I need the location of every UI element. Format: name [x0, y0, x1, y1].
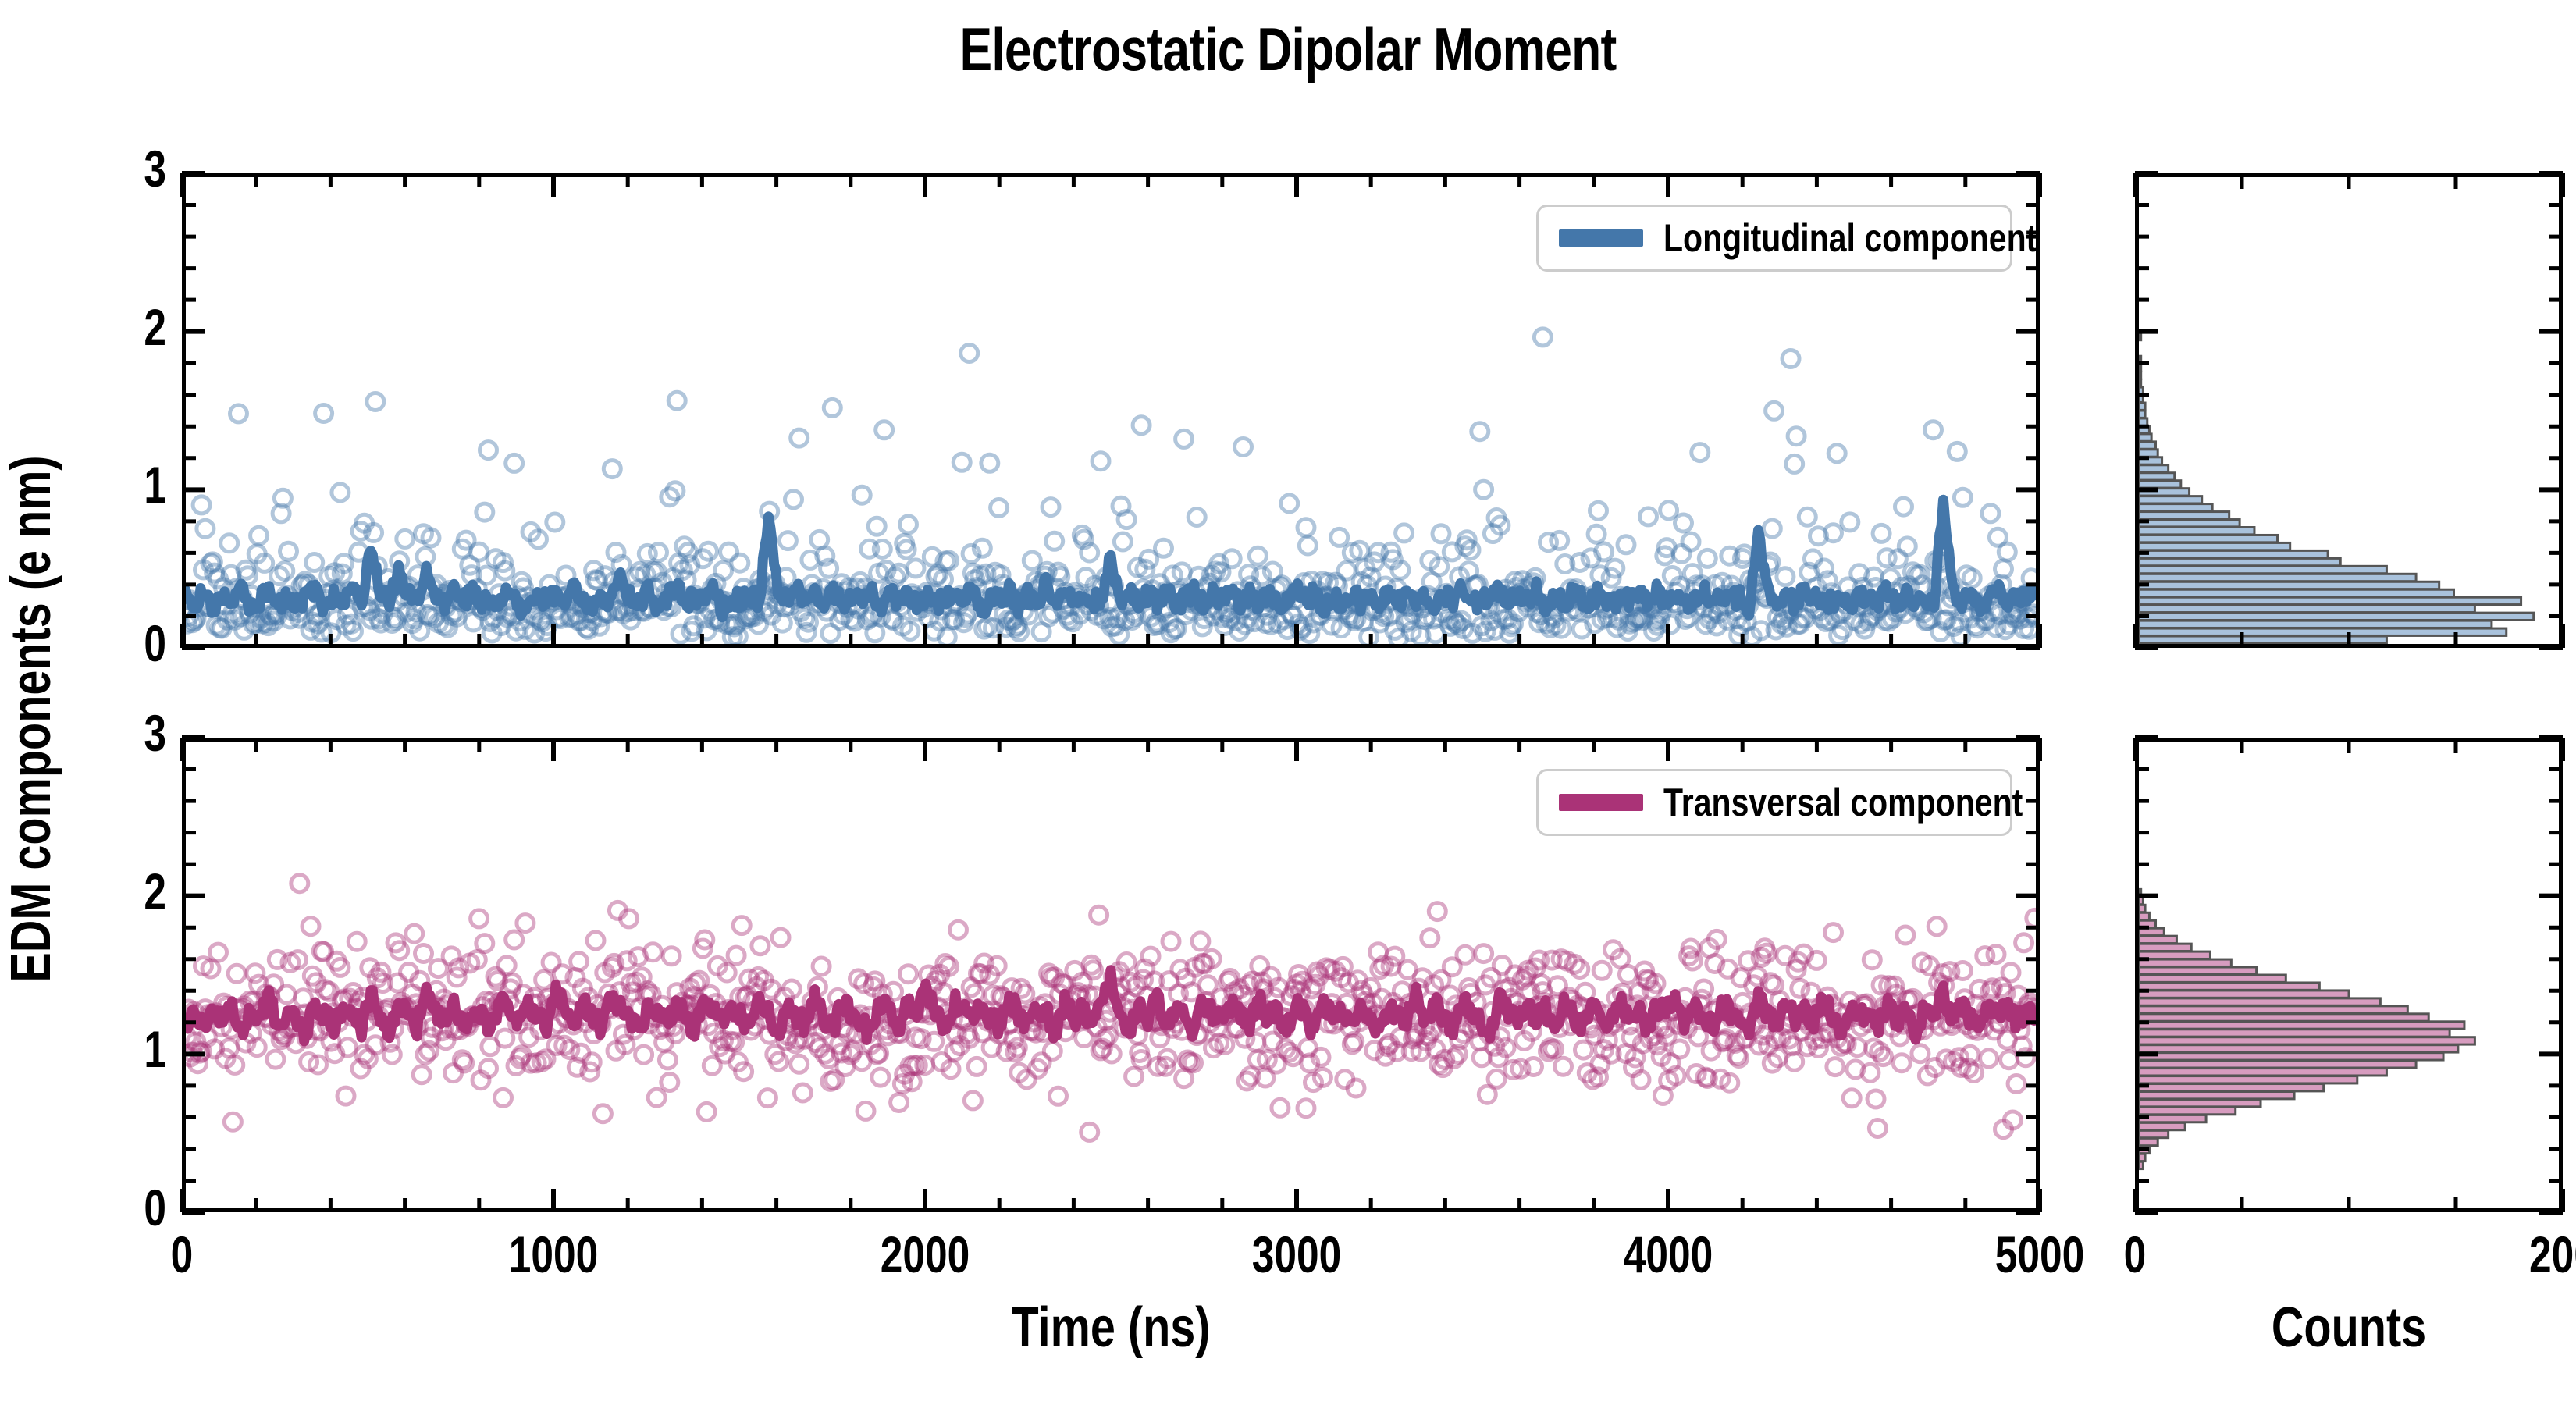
transversal-scatter-canvas: [186, 873, 2036, 1143]
y-tick-label-0-0: 0: [144, 614, 166, 672]
y-tick-label-0-3: 3: [144, 140, 166, 197]
y-tick-label-1-3: 3: [144, 704, 166, 762]
y-axis-label: EDM components (e nm): [0, 455, 62, 983]
x-tick-label-main-0: 0: [170, 1225, 194, 1283]
x-tick-label-main-4: 4000: [1623, 1225, 1713, 1283]
longitudinal-scatter-canvas: [186, 326, 2036, 644]
x-tick-label-hist-0: 0: [2123, 1225, 2147, 1283]
legend-label-transversal: Transversal component: [1663, 781, 2023, 824]
x-tick-label-main-1: 1000: [508, 1225, 599, 1283]
panel-transversal-scatter: [182, 738, 2040, 1212]
y-tick-label-0-2: 2: [144, 297, 166, 356]
legend-transversal[interactable]: Transversal component: [1536, 769, 2023, 836]
y-tick-label-1-0: 0: [144, 1179, 166, 1236]
x-tick-label-main-3: 3000: [1251, 1225, 1342, 1283]
y-tick-label-1-1: 1: [144, 1020, 166, 1079]
longitudinal-histogram-canvas: [2139, 331, 2535, 644]
legend-swatch-longitudinal: [1559, 229, 1643, 247]
x-axis-label-histogram: Counts: [2271, 1297, 2427, 1359]
x-tick-label-hist-1: 200: [2529, 1225, 2576, 1283]
y-tick-label-1-2: 2: [144, 862, 166, 920]
legend-longitudinal[interactable]: Longitudinal component: [1536, 205, 2037, 272]
panel-transversal-histogram: [2135, 738, 2563, 1212]
legend-label-longitudinal: Longitudinal component: [1663, 216, 2037, 260]
y-tick-label-0-1: 1: [144, 456, 166, 514]
legend-swatch-transversal: [1559, 794, 1643, 811]
page-title: Electrostatic Dipolar Moment: [959, 15, 1617, 84]
transversal-histogram-canvas: [2139, 887, 2476, 1171]
x-axis-label-main: Time (ns): [1011, 1297, 1211, 1359]
x-tick-label-main-5: 5000: [1994, 1225, 2085, 1283]
x-tick-label-main-2: 2000: [880, 1225, 970, 1283]
panel-longitudinal-histogram: [2135, 173, 2563, 648]
